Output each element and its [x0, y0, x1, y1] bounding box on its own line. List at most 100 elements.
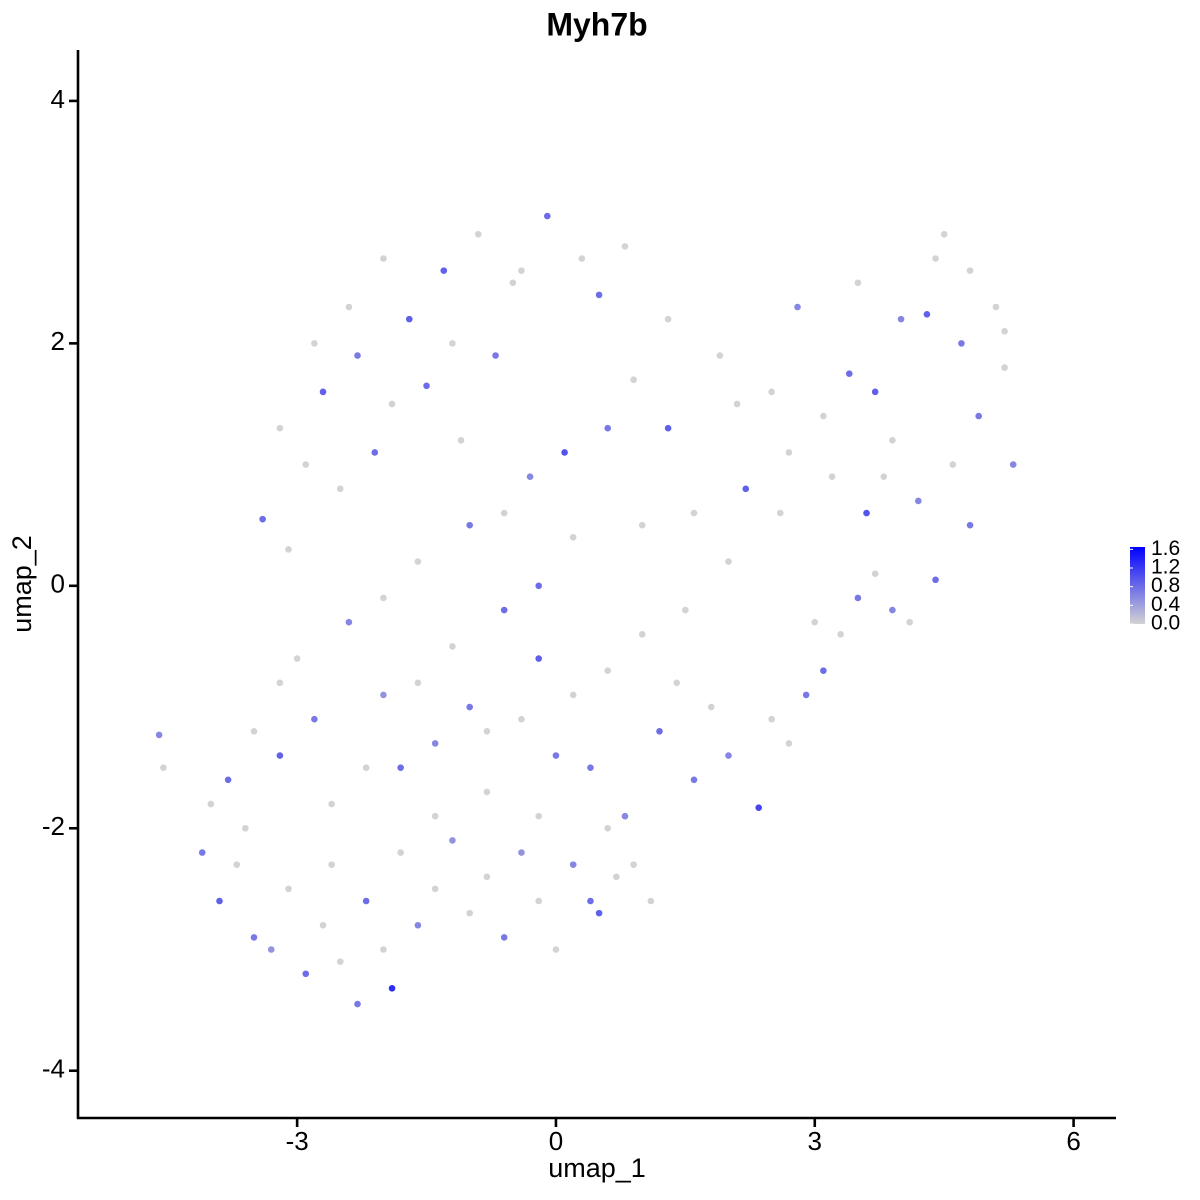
point [785, 449, 793, 456]
point [535, 897, 542, 905]
point [483, 788, 491, 796]
point [630, 376, 637, 384]
point [604, 424, 612, 432]
y-axis-title: umap_2 [7, 535, 37, 633]
point [828, 473, 836, 481]
point [733, 400, 741, 408]
point [431, 740, 439, 747]
point [595, 291, 603, 299]
point [794, 303, 801, 311]
point [276, 424, 284, 432]
point [380, 594, 387, 602]
point [293, 655, 301, 662]
point [311, 340, 318, 347]
point [285, 546, 292, 553]
point [1009, 461, 1017, 468]
chart-title: Myh7b [546, 6, 647, 42]
point [863, 509, 870, 517]
point [155, 731, 163, 739]
point [906, 618, 913, 626]
point [854, 279, 862, 287]
point [345, 618, 353, 626]
point [285, 885, 292, 893]
point [569, 534, 577, 541]
point [250, 934, 258, 941]
colorbar-tick-label: 1.6 [1151, 537, 1180, 560]
point [518, 267, 525, 274]
point [785, 740, 793, 747]
point [569, 691, 577, 699]
point [1001, 364, 1008, 371]
point [725, 558, 732, 565]
point [966, 267, 974, 274]
point [604, 824, 612, 832]
point [233, 861, 241, 868]
point [457, 437, 465, 444]
point [449, 340, 456, 347]
point [216, 897, 223, 905]
point [940, 230, 948, 238]
point [319, 921, 327, 929]
point [466, 521, 473, 529]
x-tick-label: 6 [1066, 1126, 1080, 1156]
point [768, 388, 775, 396]
point [932, 576, 939, 584]
point [267, 946, 275, 953]
colorbar-tick-label: 0.0 [1151, 612, 1180, 635]
point [958, 340, 965, 347]
point [319, 388, 327, 396]
point [621, 812, 629, 820]
point [371, 449, 379, 456]
point [500, 509, 508, 517]
point [638, 521, 646, 529]
point [587, 764, 594, 771]
point [449, 643, 456, 650]
x-tick-label: 0 [549, 1126, 563, 1156]
point [914, 497, 922, 505]
point [259, 515, 266, 523]
point [656, 727, 663, 735]
point [682, 606, 689, 614]
point [630, 861, 637, 868]
point [397, 849, 404, 856]
point [992, 303, 1000, 311]
point [518, 715, 525, 723]
point [466, 909, 473, 917]
point [1001, 327, 1008, 335]
point [923, 310, 931, 318]
point [276, 679, 284, 687]
point [250, 727, 258, 735]
point [673, 679, 681, 687]
point [302, 970, 310, 978]
point [526, 473, 534, 481]
point [535, 582, 542, 590]
point [423, 382, 430, 390]
point [535, 812, 542, 820]
point [578, 255, 586, 262]
point [552, 946, 560, 953]
x-axis-title: umap_1 [548, 1153, 646, 1183]
y-tick-label: 0 [51, 569, 65, 599]
point [362, 897, 370, 905]
point [949, 461, 957, 468]
point [544, 212, 551, 220]
point [492, 352, 499, 359]
point [518, 849, 525, 856]
point [431, 812, 439, 820]
point [302, 461, 310, 468]
point [776, 509, 784, 517]
point [414, 558, 422, 565]
y-tick-label: 4 [51, 84, 65, 114]
colorbar-tick-label: 0.4 [1151, 593, 1181, 616]
point [466, 703, 473, 711]
point [569, 861, 577, 868]
point [242, 824, 249, 832]
point [449, 837, 456, 844]
point [871, 570, 879, 577]
point [500, 606, 508, 614]
point [224, 776, 232, 784]
point [845, 370, 853, 377]
point [647, 897, 655, 905]
point [431, 885, 439, 893]
point [707, 703, 715, 711]
